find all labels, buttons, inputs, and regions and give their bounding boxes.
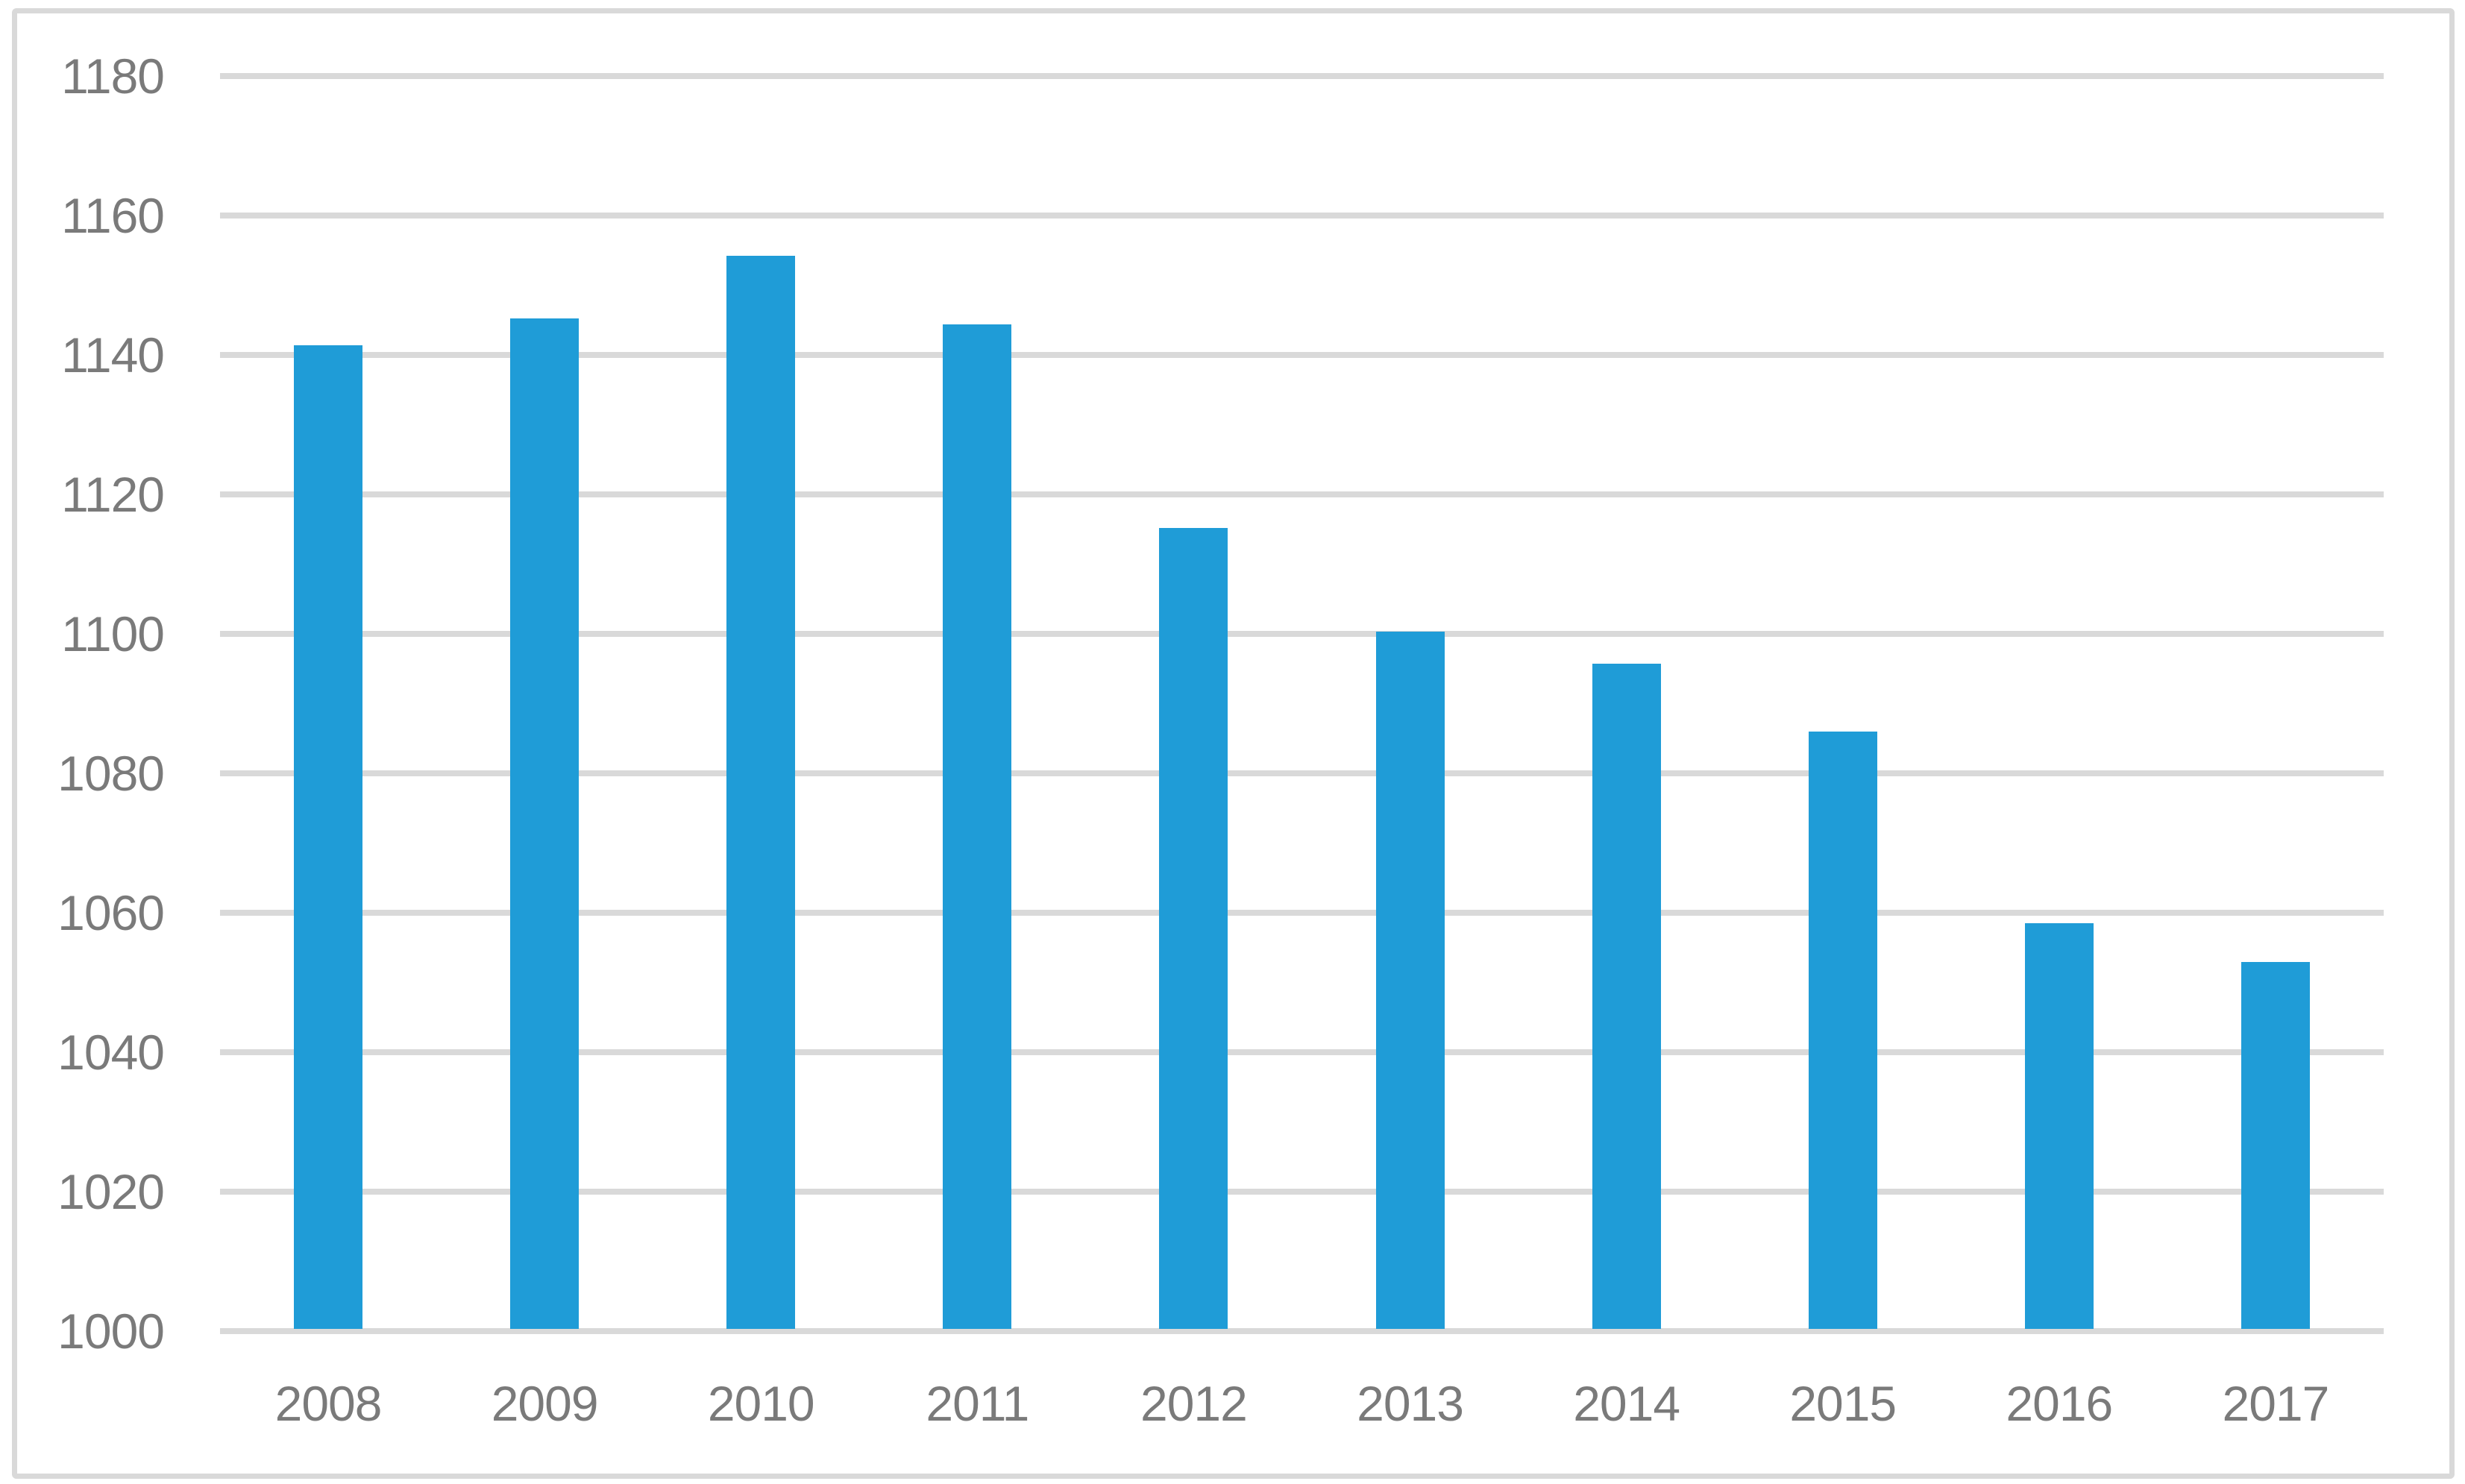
bar-2014 bbox=[1592, 664, 1661, 1329]
bar-2010 bbox=[726, 256, 796, 1329]
gridline bbox=[220, 352, 2384, 358]
y-tick-label: 1080 bbox=[57, 746, 165, 801]
x-tick-label: 2009 bbox=[491, 1376, 599, 1431]
y-tick-label: 1040 bbox=[57, 1025, 165, 1080]
gridline bbox=[220, 1189, 2384, 1195]
gridline bbox=[220, 1328, 2384, 1334]
gridline bbox=[220, 631, 2384, 637]
y-tick-label: 1120 bbox=[61, 467, 165, 522]
x-tick-label: 2014 bbox=[1573, 1376, 1680, 1431]
y-tick-label: 1060 bbox=[57, 885, 165, 940]
y-tick-label: 1160 bbox=[61, 188, 165, 243]
gridline bbox=[220, 213, 2384, 218]
x-tick-label: 2015 bbox=[1789, 1376, 1897, 1431]
chart-frame: 1000 1020 1040 1060 1080 1100 1120 1140 1160 1180… bbox=[12, 8, 2455, 1479]
y-tick-label: 1100 bbox=[61, 606, 165, 661]
x-tick-label: 2011 bbox=[926, 1376, 1029, 1431]
gridline bbox=[220, 910, 2384, 916]
gridline bbox=[220, 491, 2384, 497]
bar-2017 bbox=[2241, 962, 2310, 1329]
y-tick-label: 1140 bbox=[61, 327, 165, 383]
bar-2008 bbox=[294, 345, 363, 1329]
x-tick-label: 2013 bbox=[1357, 1376, 1464, 1431]
y-tick-label: 1020 bbox=[57, 1164, 165, 1219]
gridline bbox=[220, 73, 2384, 79]
x-tick-label: 2012 bbox=[1140, 1376, 1248, 1431]
bar-2013 bbox=[1375, 632, 1445, 1329]
gridline bbox=[220, 770, 2384, 776]
bar-2011 bbox=[943, 324, 1012, 1329]
gridline bbox=[220, 1049, 2384, 1055]
x-tick-label: 2016 bbox=[2006, 1376, 2113, 1431]
x-tick-label: 2017 bbox=[2222, 1376, 2330, 1431]
x-tick-label: 2008 bbox=[274, 1376, 383, 1431]
bar-2009 bbox=[510, 318, 580, 1329]
y-tick-label: 1180 bbox=[61, 48, 165, 104]
x-tick-label: 2010 bbox=[707, 1376, 815, 1431]
y-tick-label: 1000 bbox=[57, 1304, 165, 1359]
bar-2015 bbox=[1808, 731, 1877, 1329]
bar-2016 bbox=[2024, 923, 2094, 1329]
bar-2012 bbox=[1159, 527, 1228, 1329]
